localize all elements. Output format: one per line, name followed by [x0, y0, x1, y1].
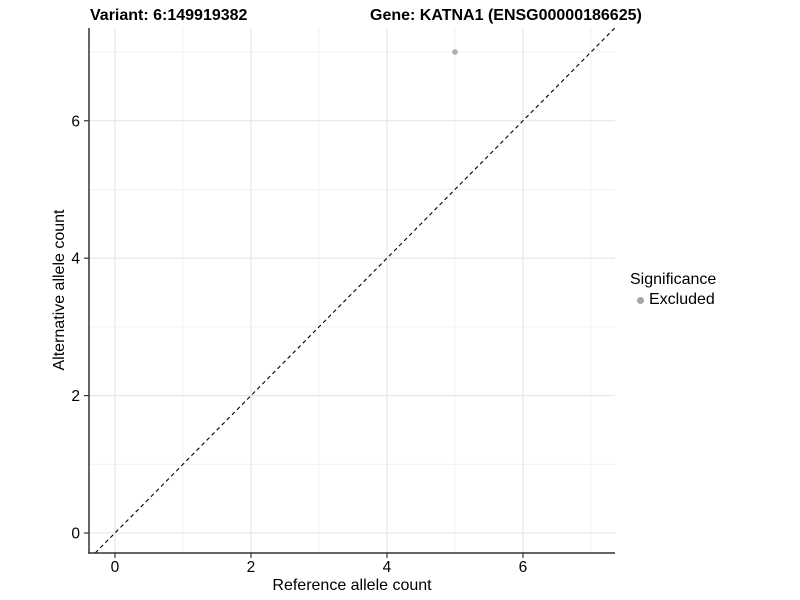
x-tick-label: 4: [383, 559, 392, 576]
y-tick-label: 0: [71, 526, 80, 543]
x-tick-label: 0: [111, 559, 120, 576]
legend-marker-circle-icon: [637, 296, 644, 304]
legend-title: Significance: [630, 271, 717, 288]
x-tick-label: 6: [519, 559, 528, 576]
x-axis-title: Reference allele count: [272, 577, 432, 594]
legend: Significance Excluded: [630, 271, 716, 309]
plot-title-variant: Variant: 6:149919382: [90, 7, 248, 24]
identity-dashed-line: [94, 27, 616, 554]
y-tick-label: 2: [71, 388, 80, 405]
data-point: [452, 49, 458, 55]
x-tick-label: 2: [247, 559, 256, 576]
y-tick-label: 4: [71, 251, 80, 268]
plot-title-gene: Gene: KATNA1 (ENSG00000186625): [370, 7, 642, 24]
legend-item-label: Excluded: [649, 291, 715, 308]
legend-item-excluded: Excluded: [630, 291, 716, 309]
y-axis-title: Alternative allele count: [51, 209, 68, 371]
y-tick-label: 6: [71, 113, 80, 130]
